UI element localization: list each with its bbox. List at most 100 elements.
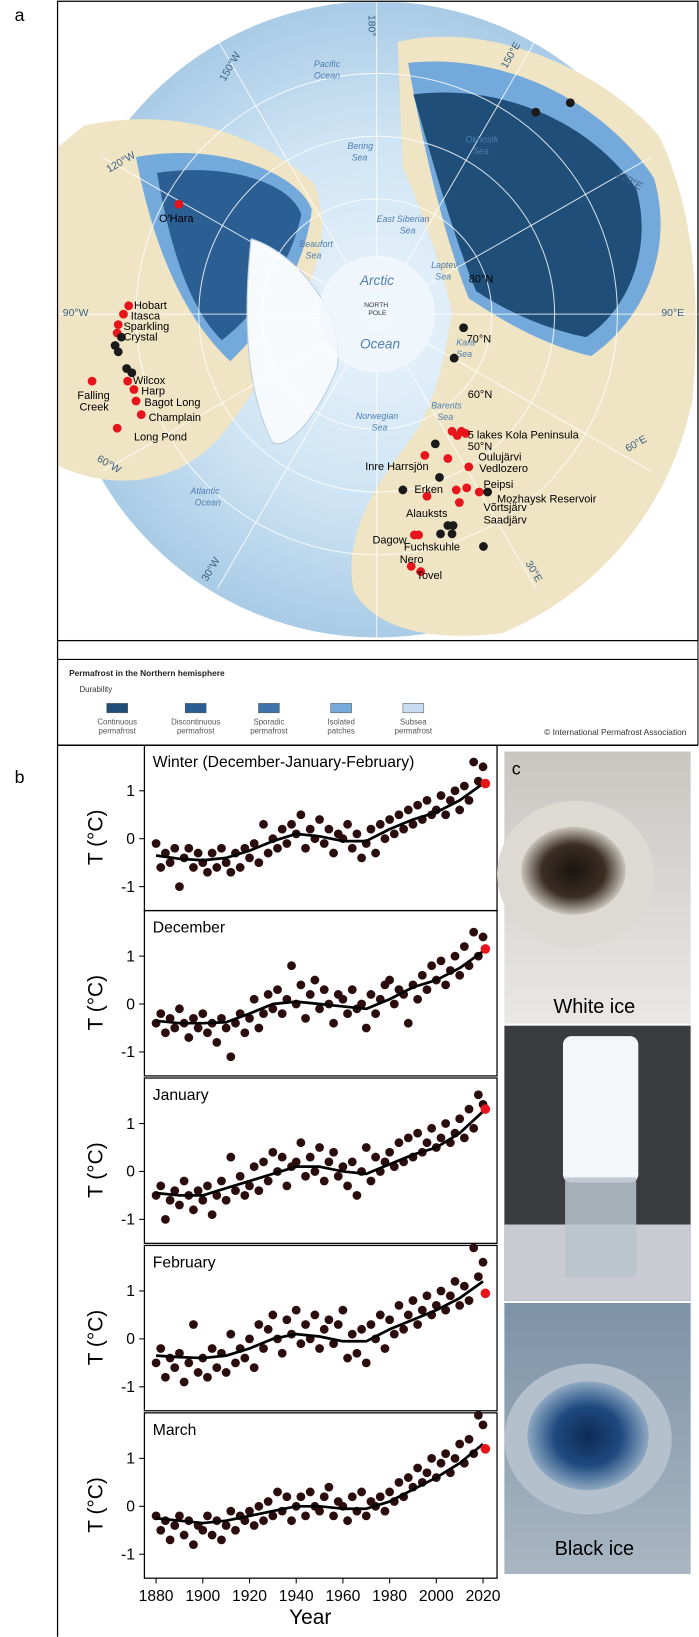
sea-label: Okhostk [466, 135, 499, 145]
sea-label: East Siberian [377, 214, 430, 224]
point [436, 1458, 446, 1468]
point [473, 1410, 483, 1420]
chart-title: February [153, 1254, 216, 1271]
point [198, 1525, 208, 1535]
panel-label: c [512, 759, 521, 779]
point [347, 985, 357, 995]
y-tick-label: -1 [121, 879, 135, 896]
point [427, 1453, 437, 1463]
trend-line [155, 1280, 484, 1360]
point [273, 843, 282, 853]
chart-title: Winter (December-January-February) [153, 754, 415, 771]
point [375, 1310, 385, 1320]
point [343, 1009, 352, 1019]
point [259, 1344, 268, 1353]
pole-label: NORTH [364, 302, 388, 309]
point [427, 961, 437, 971]
point [338, 1305, 348, 1315]
point [165, 1535, 175, 1545]
point [226, 1052, 236, 1062]
lake-label: Vedlozero [479, 463, 528, 475]
sea-label: Sea [352, 152, 368, 162]
point [221, 1023, 231, 1033]
x-tick-label: 2000 [419, 1588, 454, 1605]
lake-dot [416, 567, 426, 576]
point [193, 1023, 203, 1033]
point [263, 1176, 273, 1186]
point [478, 762, 488, 772]
lake-dot [420, 451, 430, 460]
point [198, 1195, 208, 1205]
point [189, 1540, 198, 1550]
point [282, 1315, 292, 1325]
chart-title: December [153, 920, 225, 937]
highlight-point [480, 1443, 491, 1454]
point [282, 1492, 292, 1502]
sea-label: Barents [431, 400, 462, 410]
point [268, 1147, 278, 1157]
lake-dot [436, 529, 445, 539]
point [305, 1487, 315, 1497]
point [319, 985, 329, 995]
point [240, 1353, 250, 1363]
point [301, 1014, 310, 1023]
point [469, 757, 479, 767]
point [385, 815, 395, 824]
point [441, 1449, 451, 1458]
point [189, 1320, 198, 1329]
lake-label: Oulujärvi [478, 452, 521, 464]
point [366, 824, 376, 834]
point [212, 863, 222, 872]
lake-dot [464, 462, 474, 472]
point [245, 853, 254, 863]
point [254, 1501, 264, 1511]
point [375, 1492, 385, 1502]
sea-label: Sea [435, 272, 451, 282]
lake-dot [119, 309, 128, 319]
lake-label: Nero [400, 554, 424, 566]
point [399, 824, 409, 834]
point [170, 1363, 180, 1373]
point [473, 1272, 483, 1281]
point [464, 1296, 474, 1305]
lake-label: Inre Harrsjön [365, 461, 428, 473]
point [301, 1320, 310, 1329]
point [203, 1181, 212, 1191]
point [268, 1004, 278, 1014]
y-tick-label: 1 [126, 948, 135, 965]
point [422, 795, 432, 805]
point [445, 1291, 455, 1301]
point [231, 1525, 240, 1535]
point [427, 1123, 437, 1133]
point [333, 1171, 343, 1181]
point [361, 1023, 371, 1033]
lake-label: Saadjärv [483, 514, 527, 526]
point [184, 1358, 194, 1368]
point [301, 1171, 310, 1181]
point [249, 994, 259, 1004]
point [207, 848, 217, 858]
x-axis-label: Year [289, 1606, 331, 1629]
lake-dot [123, 376, 133, 386]
point [357, 1324, 366, 1334]
lake-label: Tovel [416, 570, 442, 582]
point [403, 805, 413, 815]
plot-frame [143, 1412, 498, 1579]
point [193, 1368, 203, 1377]
y-tick-label: 0 [126, 1331, 135, 1348]
point [352, 1191, 362, 1200]
point [324, 824, 334, 834]
point [347, 1492, 357, 1502]
point [226, 1329, 236, 1339]
sea-label: Sea [456, 349, 472, 359]
trend-line [155, 782, 484, 862]
legend-swatch [258, 703, 280, 714]
point [170, 843, 180, 853]
point [268, 1310, 278, 1320]
point [464, 795, 474, 805]
point [413, 1320, 423, 1329]
point [394, 810, 404, 820]
point [273, 985, 282, 995]
point [315, 1344, 324, 1353]
